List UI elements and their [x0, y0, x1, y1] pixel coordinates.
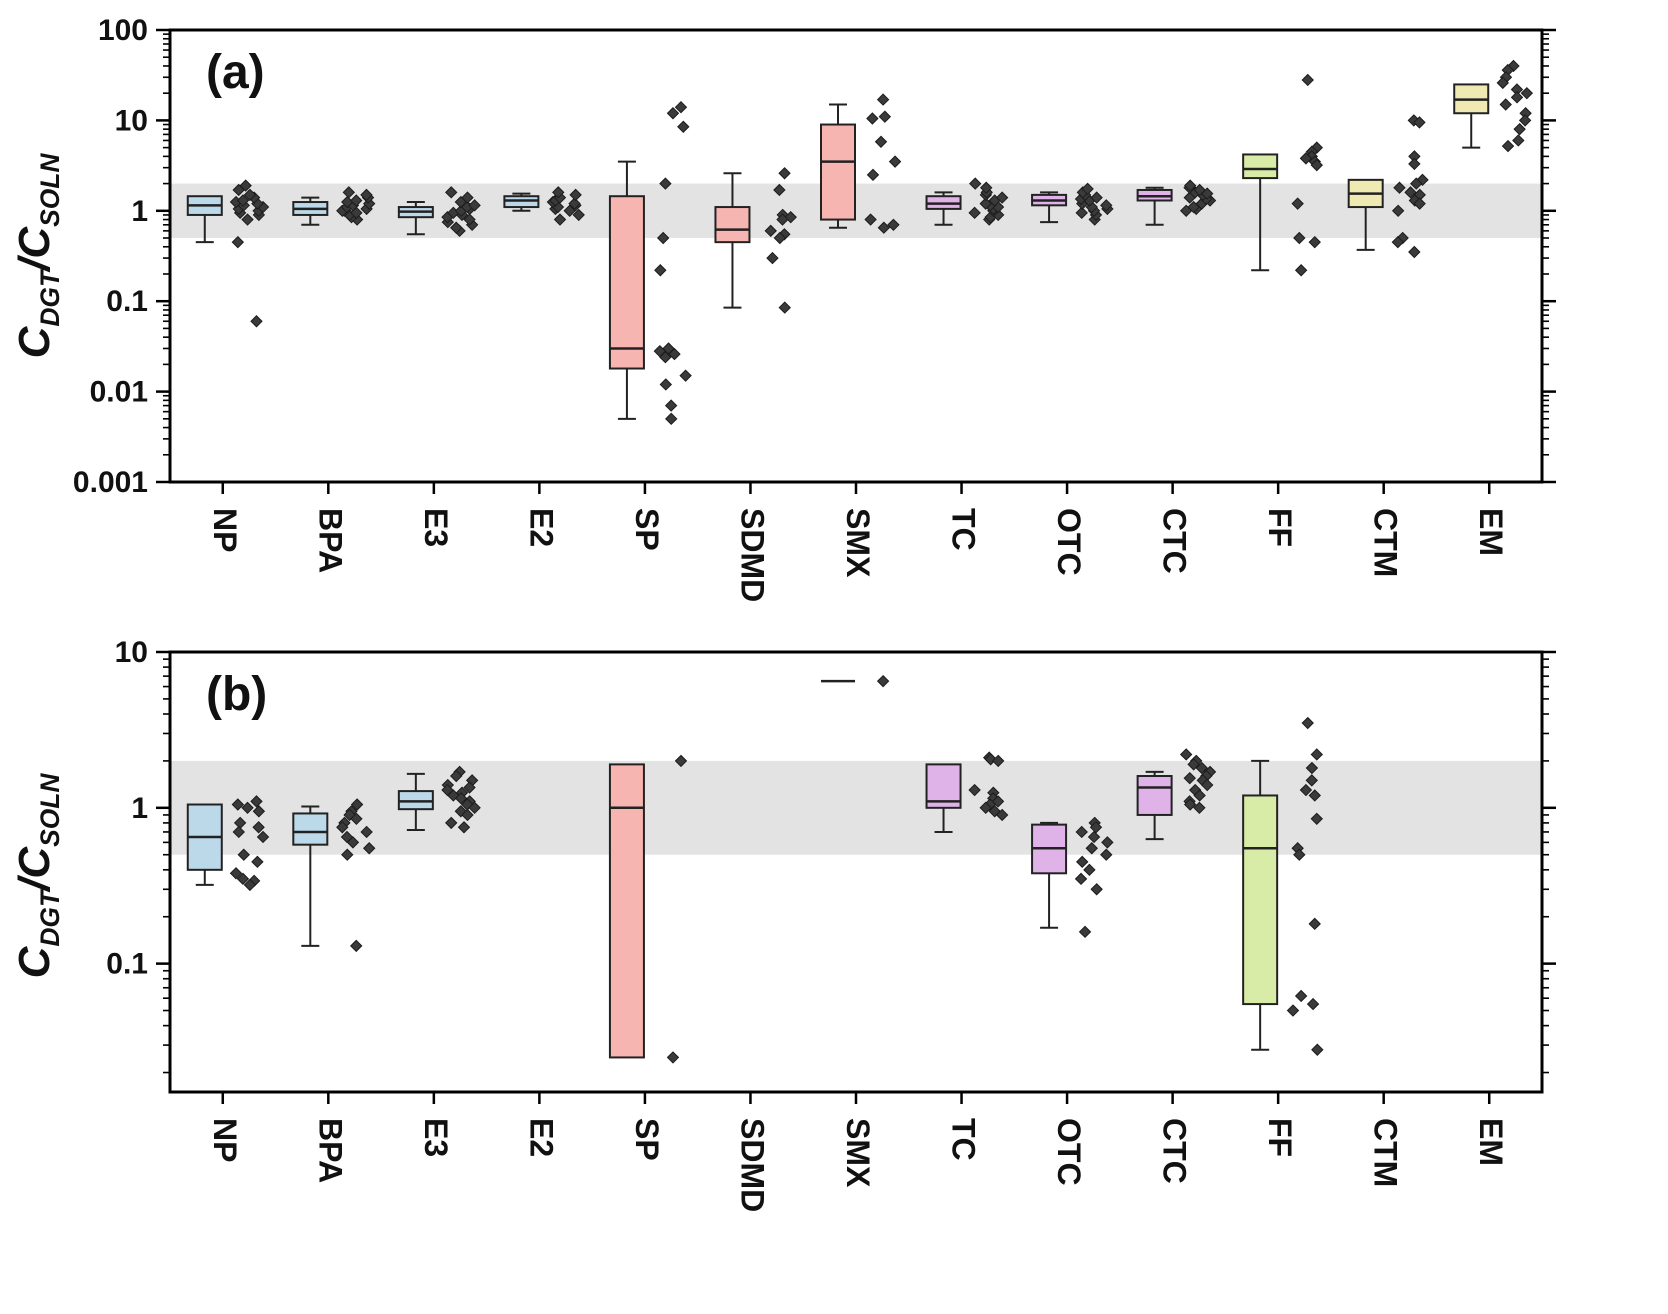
- svg-text:10: 10: [115, 104, 148, 137]
- svg-text:E3: E3: [418, 1118, 454, 1157]
- y-label-c2: C: [10, 846, 60, 879]
- svg-text:BPA: BPA: [312, 508, 348, 573]
- svg-text:1: 1: [131, 792, 148, 825]
- svg-text:1: 1: [131, 195, 148, 228]
- svg-text:CTM: CTM: [1368, 508, 1404, 577]
- svg-text:EM: EM: [1473, 508, 1509, 556]
- y-label-c1: C: [10, 326, 60, 359]
- svg-text:SMX: SMX: [840, 1118, 876, 1188]
- panel-b: CDGT/CSOLN 10 1 0.1 NP BPA E3 E2 SP SDMD SMX TC OTC…: [0, 640, 1668, 1314]
- y-label-sub1: DGT: [34, 890, 65, 947]
- svg-text:0.1: 0.1: [106, 948, 148, 981]
- svg-text:(b): (b): [206, 668, 267, 721]
- svg-text:NP: NP: [207, 508, 243, 552]
- svg-text:FF: FF: [1262, 508, 1298, 547]
- svg-text:10: 10: [115, 640, 148, 669]
- svg-text:SDMD: SDMD: [734, 508, 770, 602]
- y-label-slash: /: [10, 258, 60, 271]
- svg-text:SMX: SMX: [840, 508, 876, 578]
- svg-text:SP: SP: [629, 508, 665, 551]
- svg-text:E2: E2: [523, 1118, 559, 1157]
- svg-text:EM: EM: [1473, 1118, 1509, 1166]
- svg-text:SDMD: SDMD: [734, 1118, 770, 1212]
- y-label-sub1: DGT: [34, 270, 65, 327]
- svg-text:SP: SP: [629, 1118, 665, 1161]
- svg-text:NP: NP: [207, 1118, 243, 1162]
- svg-text:E2: E2: [523, 508, 559, 547]
- svg-text:FF: FF: [1262, 1118, 1298, 1157]
- y-label-c2: C: [10, 226, 60, 259]
- svg-text:CTC: CTC: [1157, 508, 1193, 574]
- svg-text:CTM: CTM: [1368, 1118, 1404, 1187]
- y-label-sub2: SOLN: [34, 773, 65, 847]
- y-label-slash: /: [10, 878, 60, 891]
- svg-text:E3: E3: [418, 508, 454, 547]
- y-label-sub2: SOLN: [34, 153, 65, 227]
- panel-b-svg: 10 1 0.1 NP BPA E3 E2 SP SDMD SMX TC OTC CTC FF CTM EM (…: [106, 640, 1556, 1212]
- svg-text:OTC: OTC: [1051, 1118, 1087, 1186]
- svg-text:100: 100: [98, 14, 148, 47]
- svg-text:0.01: 0.01: [90, 376, 148, 409]
- svg-text:TC: TC: [946, 1118, 982, 1161]
- panel-a-svg: 100 10 1 0.1 0.01 0.001 NP BPA E3 E2 SP SDMD SMX TC OT…: [73, 14, 1556, 602]
- y-label-c1: C: [10, 946, 60, 979]
- svg-text:TC: TC: [946, 508, 982, 551]
- svg-text:BPA: BPA: [312, 1118, 348, 1183]
- svg-text:CTC: CTC: [1157, 1118, 1193, 1184]
- svg-text:0.001: 0.001: [73, 466, 148, 499]
- svg-text:OTC: OTC: [1051, 508, 1087, 576]
- panel-a: CDGT/CSOLN 100 10 1 0.1 0.01 0.001 NP BPA E3 E2 SP…: [0, 0, 1668, 640]
- svg-text:(a): (a): [206, 46, 265, 99]
- y-axis-label-b: CDGT/CSOLN: [10, 774, 66, 979]
- y-axis-label-a: CDGT/CSOLN: [10, 154, 66, 359]
- svg-text:0.1: 0.1: [106, 285, 148, 318]
